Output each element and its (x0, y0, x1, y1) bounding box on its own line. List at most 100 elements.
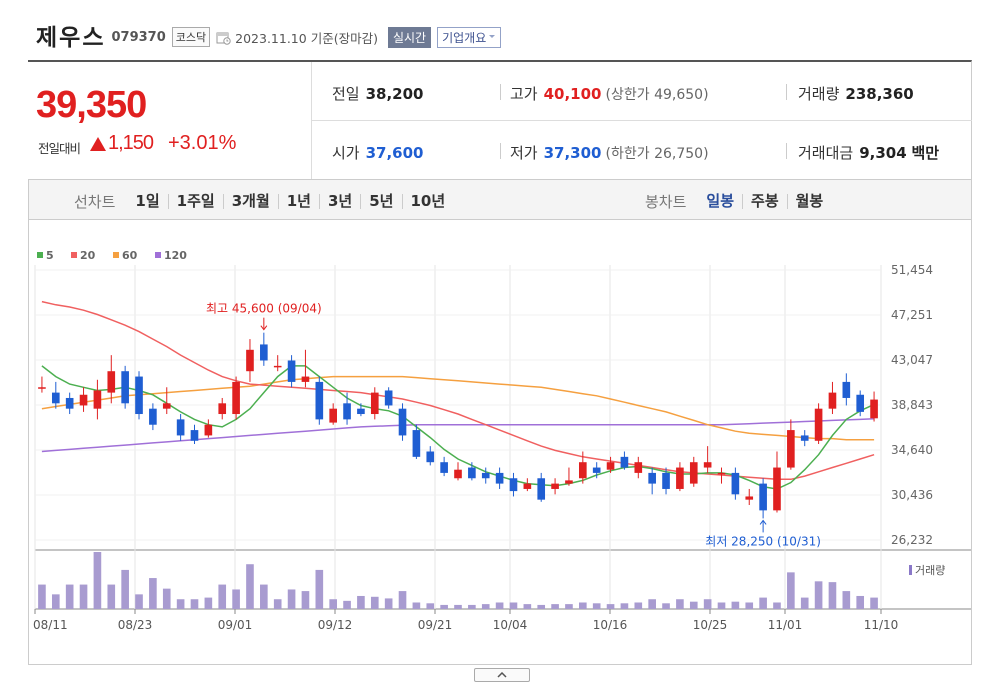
volume-cell: 거래량 238,360 (798, 85, 914, 103)
y-tick-label: 34,640 (891, 443, 933, 457)
realtime-button[interactable]: 실시간 (387, 26, 432, 48)
tab-monthly[interactable]: 월봉 (786, 194, 832, 209)
tab-10y[interactable]: 10년 (401, 194, 454, 209)
volume-bar (579, 602, 587, 609)
y-tick-label: 43,047 (891, 353, 933, 367)
candle-body (689, 462, 698, 484)
tab-5y[interactable]: 5년 (360, 194, 401, 209)
legend-label: 120 (164, 249, 187, 262)
volume-bar (773, 602, 781, 609)
collapse-button[interactable] (474, 668, 530, 682)
chart-area: 51,454 47,251 43,047 38,843 34,640 30,436 26,2… (28, 220, 972, 665)
tab-1y[interactable]: 1년 (277, 194, 319, 209)
volume-bar (273, 599, 282, 609)
divider (786, 84, 787, 100)
candle-body (398, 408, 407, 436)
candle-body (260, 344, 268, 361)
volume-bar (329, 599, 337, 609)
company-overview-button[interactable]: 기업개요 (437, 26, 502, 48)
volume-bar (65, 584, 74, 609)
volume-bar (301, 591, 310, 609)
y-tick-label: 47,251 (891, 308, 933, 322)
volume-bar (620, 603, 629, 609)
high-annotation: 최고 45,600 (09/04) (206, 302, 322, 316)
tab-weekly[interactable]: 주봉 (742, 194, 787, 209)
volume-bar (121, 569, 129, 609)
candle-body (648, 472, 656, 484)
volume-bar (606, 604, 615, 609)
tab-3y[interactable]: 3년 (319, 194, 360, 209)
volume-bar (343, 600, 351, 609)
volume-bar (565, 604, 573, 609)
x-tick-label: 10/04 (493, 618, 528, 632)
info-row-2: 시가 37,600 저가 37,300 (하한가 26,750) 거래대금 9,304 … (312, 121, 972, 180)
volume-bar (731, 601, 740, 609)
candle-body (246, 349, 254, 372)
volume-bar (370, 596, 379, 609)
tab-daily[interactable]: 일봉 (706, 192, 735, 210)
dropdown-arrow-icon (489, 35, 496, 38)
volume-bar (149, 578, 157, 609)
legend-swatch (113, 252, 119, 258)
volume-bar (495, 602, 504, 609)
volume-bar (828, 582, 837, 609)
candle-body (814, 408, 823, 441)
candle-body (703, 462, 712, 468)
candle-body (481, 472, 490, 479)
legend-swatch (37, 252, 43, 258)
candlestick-chart[interactable]: 51,454 47,251 43,047 38,843 34,640 30,436 26,2… (29, 220, 971, 664)
tab-3m[interactable]: 3개월 (222, 194, 278, 209)
y-tick-label: 51,454 (891, 263, 933, 277)
price-change: 1,150 (90, 132, 154, 155)
volume-bar (787, 572, 795, 609)
candle-body (218, 403, 227, 415)
volume-bar (135, 594, 143, 609)
candle-body (800, 435, 809, 441)
volume-bar (51, 594, 60, 609)
candle-body (676, 467, 684, 489)
volume-legend-label: 거래량 (915, 564, 945, 577)
volume-bar (481, 604, 490, 609)
candle-body (79, 394, 88, 406)
volume-legend-swatch (909, 565, 912, 575)
current-price-box: 39,350 전일대비 1,150 +3.01% (28, 62, 312, 180)
candle-body (828, 392, 837, 409)
low-annotation: 최저 28,250 (10/31) (705, 534, 821, 548)
volume-bar (800, 597, 809, 609)
candle-body (592, 467, 601, 473)
candle-body (107, 371, 116, 393)
y-tick-label: 38,843 (891, 398, 933, 412)
candle-chart-tabs: 봉차트 일봉 주봉 월봉 (645, 191, 831, 212)
x-tick-label: 10/16 (593, 618, 628, 632)
volume-bar (648, 599, 656, 609)
candle-body (343, 403, 351, 420)
info-row-1: 전일 38,200 고가 40,100 (상한가 49,650) 거래량 238,360 (312, 62, 972, 121)
candle-body (357, 408, 365, 415)
divider (786, 143, 787, 159)
low-cell: 저가 37,300 (하한가 26,750) (510, 144, 709, 162)
x-tick-label: 11/10 (864, 618, 899, 632)
candle-body (412, 430, 421, 457)
volume-bar (232, 589, 240, 609)
volume-bar (634, 602, 643, 609)
legend-label: 20 (80, 249, 96, 262)
volume-bar (592, 603, 601, 609)
candle-body (606, 462, 615, 470)
volume-bar (38, 584, 46, 609)
legend-swatch (155, 252, 161, 258)
candle-body (468, 467, 476, 479)
candle-body (440, 462, 448, 473)
candle-body (759, 483, 767, 511)
candle-body (329, 408, 337, 423)
divider (500, 143, 501, 159)
candle-body (65, 397, 74, 409)
candle-body (787, 430, 795, 468)
candle-body (565, 480, 573, 484)
y-tick-label: 26,232 (891, 533, 933, 547)
volume-bar (190, 599, 199, 609)
price-info-grid: 전일 38,200 고가 40,100 (상한가 49,650) 거래량 238,360… (312, 62, 972, 180)
tab-1w[interactable]: 1주일 (167, 194, 223, 209)
line-chart-label: 선차트 (74, 193, 116, 211)
candle-body (121, 371, 129, 404)
tab-1d[interactable]: 1일 (135, 192, 160, 210)
